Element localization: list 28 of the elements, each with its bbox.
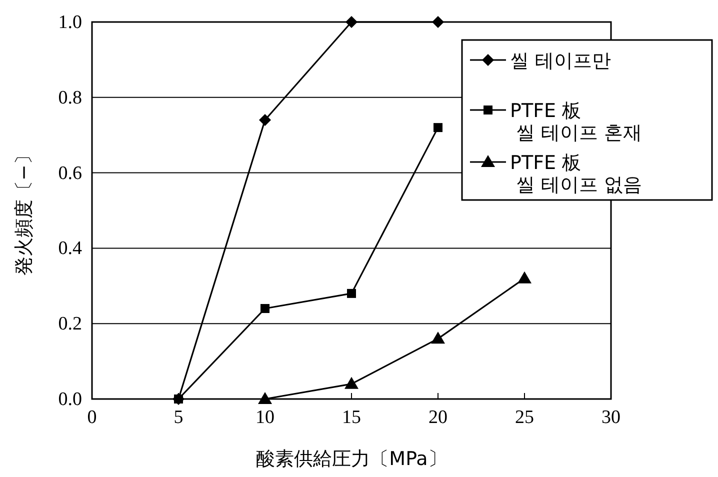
y-tick-label: 0.4 [58, 238, 82, 260]
y-axis-title: 発火頻度〔−〕 [13, 146, 35, 276]
y-tick-label: 1.0 [58, 12, 82, 33]
y-tick-label: 0.8 [58, 87, 82, 108]
x-tick-label: 20 [428, 407, 448, 428]
point [259, 114, 271, 126]
point [518, 271, 532, 284]
legend-label: 씰 테이프만 [510, 50, 612, 72]
legend-label: PTFE 板 씰 테이프 혼재 [510, 100, 642, 144]
x-tick-label: 10 [256, 407, 274, 428]
x-tick-label: 25 [515, 407, 534, 428]
x-tick-label: 5 [174, 407, 184, 428]
point [347, 288, 356, 298]
point [431, 332, 445, 344]
x-axis-title: 酸素供給圧力〔MPa〕 [256, 448, 447, 470]
legend-label: PTFE 板 씰 테이프 없음 [510, 152, 642, 196]
x-tick-label: 30 [602, 407, 620, 428]
point [258, 392, 272, 404]
point [344, 376, 358, 389]
x-tick-label: 0 [87, 407, 97, 428]
point [346, 16, 358, 28]
point [260, 304, 270, 314]
y-tick-label: 0.6 [58, 162, 82, 184]
point [432, 16, 444, 28]
y-tick-label: 0.0 [58, 389, 82, 410]
y-tick-label: 0.2 [58, 314, 82, 335]
point [434, 123, 442, 132]
x-tick-label: 15 [342, 407, 361, 428]
